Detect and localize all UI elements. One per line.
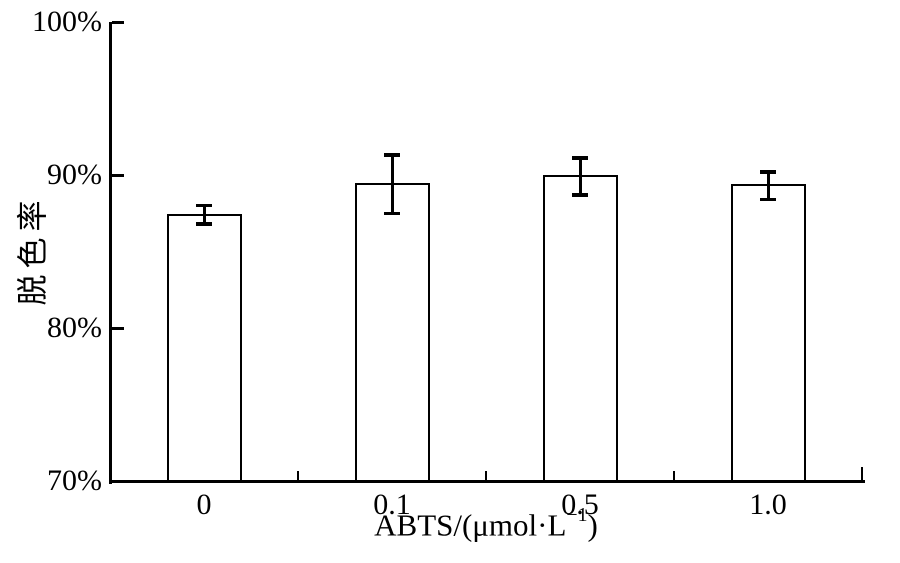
x-axis-title: ABTS/(μmol·L−1)	[110, 504, 862, 543]
x-tick-label: 0	[196, 488, 212, 521]
y-axis-title: 脱色率	[15, 194, 51, 306]
error-bar-cap-bottom	[196, 222, 212, 226]
x-tick-label: 0.5	[561, 488, 599, 521]
error-bar-cap-top	[760, 170, 776, 174]
x-axis-tick	[484, 470, 488, 480]
y-axis-tick	[111, 20, 124, 24]
error-bar-cap-bottom	[572, 193, 588, 197]
x-axis-tick	[672, 470, 676, 480]
error-bar-cap-top	[384, 153, 400, 157]
y-tick-label: 70%	[47, 464, 102, 497]
error-bar-line	[202, 205, 206, 224]
error-bar-line	[578, 158, 582, 195]
y-tick-label: 80%	[47, 311, 102, 344]
bar	[166, 213, 242, 481]
x-tick-label: 1.0	[749, 488, 787, 521]
x-axis-title-close: )	[587, 507, 598, 543]
error-bar-line	[390, 155, 394, 214]
error-bar-cap-bottom	[384, 211, 400, 215]
x-axis-line	[108, 479, 865, 483]
x-axis-title-base: ABTS/(μmol·L	[374, 507, 567, 543]
y-axis-tick	[111, 326, 124, 330]
error-bar-cap-top	[572, 156, 588, 160]
error-bar-cap-bottom	[760, 197, 776, 202]
y-axis-tick	[111, 173, 124, 177]
y-tick-label: 90%	[47, 158, 102, 191]
error-bar-cap-top	[196, 203, 212, 208]
x-axis-tick	[860, 466, 864, 480]
error-bar-line	[766, 171, 770, 200]
y-tick-label: 100%	[32, 5, 102, 38]
x-axis-title-exponent: −1	[566, 504, 588, 527]
x-tick-label: 0.1	[373, 488, 411, 521]
bar	[542, 175, 618, 481]
bar	[730, 184, 806, 481]
bar	[354, 182, 430, 481]
y-axis-line	[108, 22, 112, 484]
y-axis-tick	[111, 479, 124, 483]
x-axis-tick	[296, 470, 300, 480]
